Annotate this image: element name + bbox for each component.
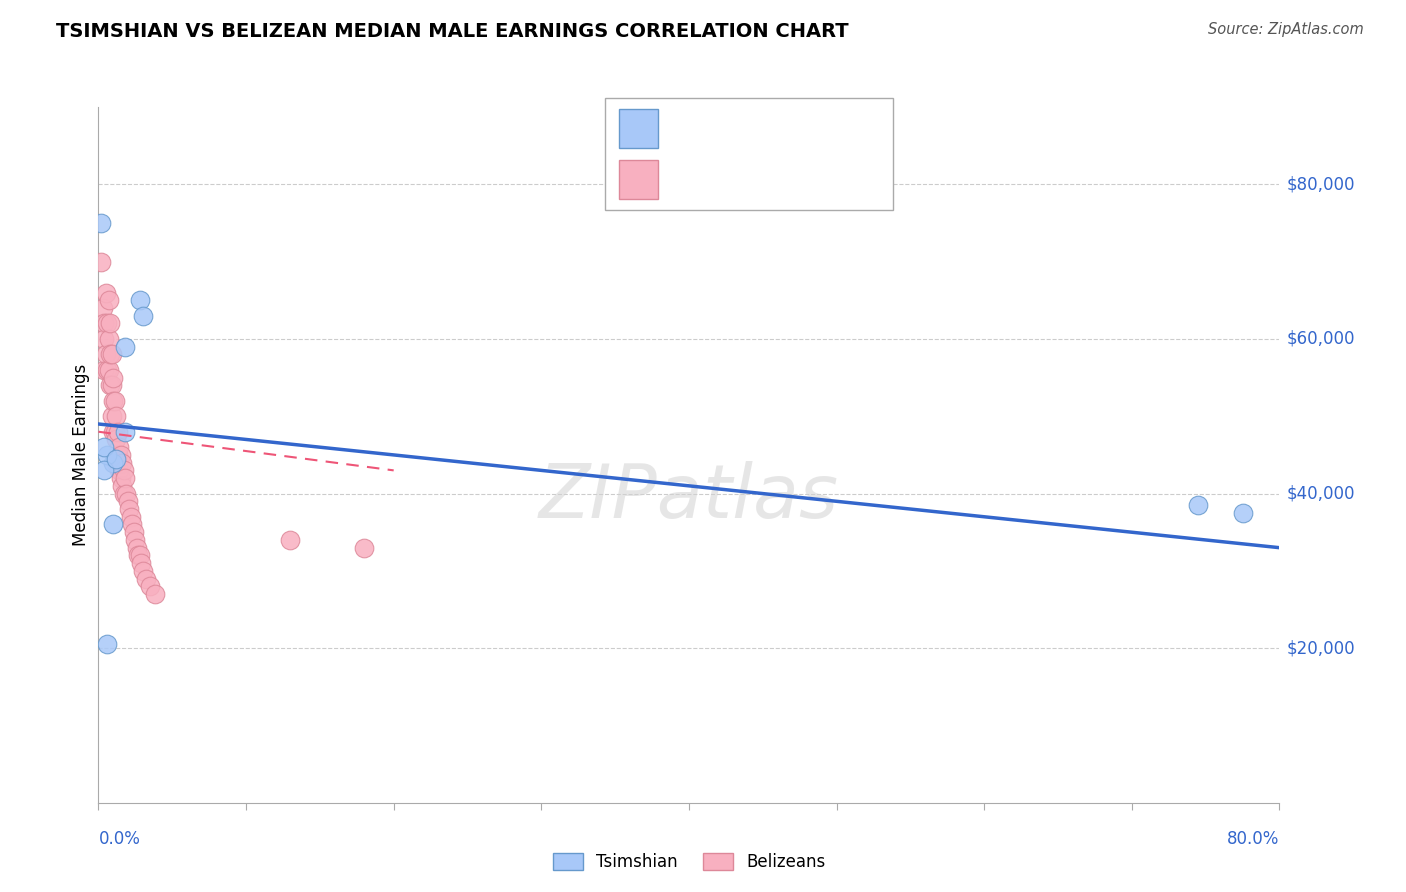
Text: N =: N = — [766, 120, 803, 137]
Point — [111, 456, 134, 470]
Text: -0.047: -0.047 — [704, 170, 758, 188]
Point — [94, 285, 117, 300]
Point — [100, 347, 122, 361]
Point — [114, 425, 136, 439]
Point — [105, 409, 128, 424]
Point — [112, 486, 135, 500]
Point — [103, 393, 125, 408]
Point — [114, 340, 136, 354]
Point — [118, 502, 141, 516]
Point — [128, 293, 150, 308]
Point — [124, 533, 146, 547]
Text: $20,000: $20,000 — [1286, 640, 1355, 657]
Point — [125, 541, 148, 555]
Point — [129, 556, 152, 570]
Point — [103, 517, 125, 532]
Point — [103, 425, 125, 439]
Point — [93, 440, 115, 454]
Point — [122, 525, 145, 540]
Point — [105, 451, 128, 466]
Point — [103, 456, 125, 470]
Point — [96, 317, 118, 331]
Point — [94, 347, 117, 361]
Point — [110, 471, 132, 485]
Point — [93, 332, 115, 346]
Point — [107, 448, 129, 462]
Point — [135, 572, 157, 586]
Point — [98, 378, 121, 392]
Point — [111, 479, 134, 493]
Point — [91, 301, 114, 315]
Text: $60,000: $60,000 — [1286, 330, 1355, 348]
Point — [108, 463, 131, 477]
Point — [104, 425, 127, 439]
Text: ZIPatlas: ZIPatlas — [538, 460, 839, 533]
Text: 54: 54 — [803, 170, 824, 188]
Point — [98, 317, 121, 331]
Point — [353, 541, 375, 555]
Point — [127, 549, 149, 563]
Point — [120, 509, 142, 524]
Point — [97, 332, 120, 346]
Legend: Tsimshian, Belizeans: Tsimshian, Belizeans — [546, 847, 832, 878]
Point — [121, 517, 143, 532]
Point — [93, 317, 115, 331]
Point — [96, 363, 118, 377]
Text: Source: ZipAtlas.com: Source: ZipAtlas.com — [1208, 22, 1364, 37]
Point — [104, 393, 127, 408]
Point — [139, 579, 162, 593]
Point — [1232, 506, 1254, 520]
Point — [132, 564, 155, 578]
Point — [97, 363, 120, 377]
Text: N =: N = — [766, 170, 803, 188]
Point — [128, 549, 150, 563]
Text: TSIMSHIAN VS BELIZEAN MEDIAN MALE EARNINGS CORRELATION CHART: TSIMSHIAN VS BELIZEAN MEDIAN MALE EARNIN… — [56, 22, 849, 41]
Point — [115, 486, 138, 500]
Text: $40,000: $40,000 — [1286, 484, 1355, 502]
Point — [96, 637, 118, 651]
Point — [98, 347, 121, 361]
Point — [143, 587, 166, 601]
Point — [112, 463, 135, 477]
Point — [97, 293, 120, 308]
Text: 80.0%: 80.0% — [1227, 830, 1279, 847]
Point — [93, 363, 115, 377]
Point — [103, 370, 125, 384]
Point — [96, 448, 118, 462]
Text: -0.367: -0.367 — [704, 120, 758, 137]
Text: R =: R = — [665, 120, 702, 137]
Point — [105, 456, 128, 470]
Point — [100, 378, 122, 392]
Point — [1187, 498, 1209, 512]
Point — [90, 216, 112, 230]
Point — [108, 440, 131, 454]
Point — [105, 433, 128, 447]
Point — [278, 533, 302, 547]
Text: 0.0%: 0.0% — [98, 830, 141, 847]
Text: 14: 14 — [803, 120, 824, 137]
Point — [93, 463, 115, 477]
Point — [117, 494, 139, 508]
Point — [110, 448, 132, 462]
Point — [107, 425, 129, 439]
Point — [100, 409, 122, 424]
Point — [132, 309, 155, 323]
Text: R =: R = — [665, 170, 702, 188]
Point — [90, 254, 112, 268]
Y-axis label: Median Male Earnings: Median Male Earnings — [72, 364, 90, 546]
Text: $80,000: $80,000 — [1286, 176, 1355, 194]
Point — [114, 471, 136, 485]
